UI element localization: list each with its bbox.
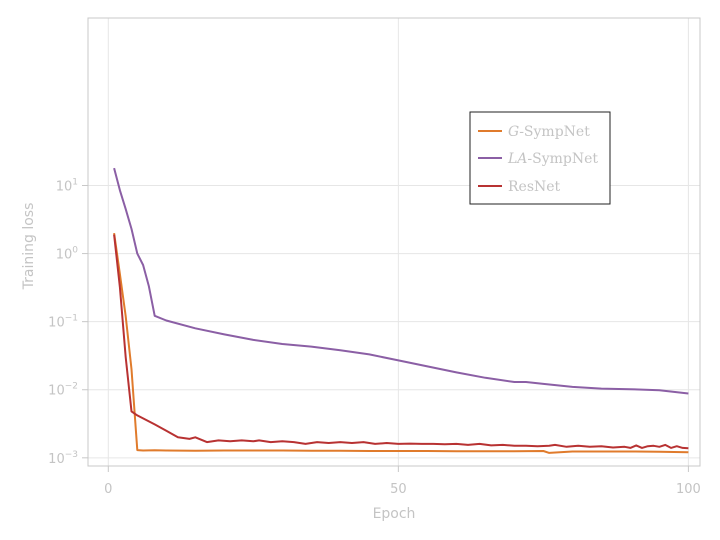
x-tick-label: 50 — [390, 482, 407, 497]
series-g-sympnet-line — [113, 232, 689, 454]
plot-frame — [87, 17, 701, 467]
legend-label-g-sympnet-rest: -SympNet — [519, 124, 590, 140]
legend-label-la-sympnet: LA-SympNet — [507, 151, 598, 167]
series-lines — [113, 167, 689, 454]
y-tick-label: 10−1 — [48, 314, 78, 331]
legend-label-g-sympnet-italic: G — [508, 124, 519, 140]
legend: G-SympNet LA-SympNet ResNet — [469, 111, 611, 205]
y-axis-label: Training loss — [21, 203, 37, 291]
series-resnet-line — [113, 234, 689, 450]
grid-lines — [88, 18, 700, 466]
x-tick-label: 0 — [104, 482, 112, 497]
x-tick-label: 100 — [676, 482, 701, 497]
y-tick-label: 10−3 — [48, 450, 78, 467]
legend-label-la-sympnet-rest: -SympNet — [527, 151, 598, 167]
y-tick-label: 101 — [56, 177, 78, 194]
y-tick-label: 100 — [56, 246, 79, 263]
x-axis-label: Epoch — [373, 506, 416, 522]
legend-label-la-sympnet-italic: LA — [507, 151, 527, 167]
legend-label-g-sympnet: G-SympNet — [508, 124, 590, 140]
y-tick-label: 10−2 — [48, 382, 78, 399]
legend-label-resnet: ResNet — [508, 179, 561, 195]
series-la-sympnet-line — [113, 167, 689, 395]
axis-ticks — [82, 184, 689, 472]
